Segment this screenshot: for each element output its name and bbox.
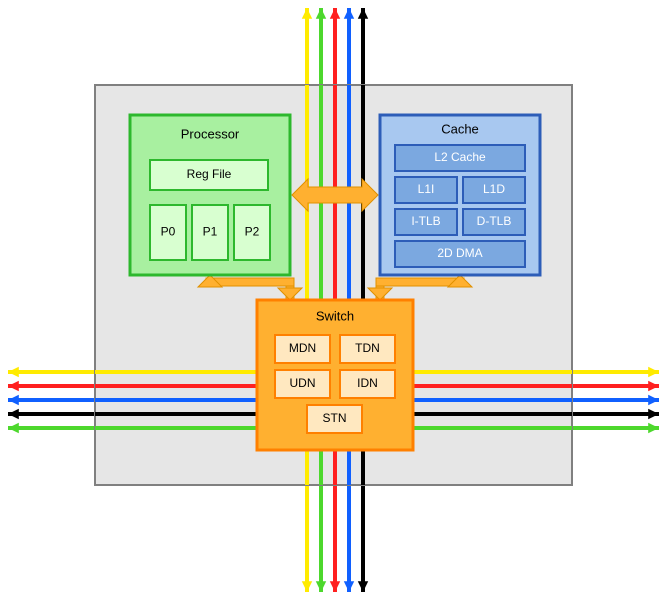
- cache-r3-1: D-TLB: [477, 214, 512, 228]
- cache-r3-0: I-TLB: [411, 214, 440, 228]
- cache-block: Cache L2 Cache L1I L1D I-TLB D-TLB 2D DMA: [380, 115, 540, 275]
- switch-block: Switch MDN TDN UDN IDN STN: [257, 300, 413, 450]
- sw-r1-0: MDN: [289, 341, 316, 355]
- processor-label: Processor: [181, 126, 240, 141]
- sw-r2-0: UDN: [290, 376, 316, 390]
- sw-r1-1: TDN: [355, 341, 380, 355]
- cache-label: Cache: [441, 121, 479, 136]
- sw-r2-1: IDN: [357, 376, 378, 390]
- processor-block: Processor Reg File P0 P1 P2: [130, 115, 290, 275]
- switch-label: Switch: [316, 308, 354, 323]
- pipeline-1-label: P1: [203, 225, 218, 239]
- cache-r2-0: L1I: [418, 182, 435, 196]
- dma-label: 2D DMA: [437, 246, 482, 260]
- pipeline-2-label: P2: [245, 225, 260, 239]
- cache-r2-1: L1D: [483, 182, 505, 196]
- l2-label: L2 Cache: [434, 150, 486, 164]
- pipeline-0-label: P0: [161, 225, 176, 239]
- stn-label: STN: [323, 411, 347, 425]
- regfile-label: Reg File: [187, 167, 232, 181]
